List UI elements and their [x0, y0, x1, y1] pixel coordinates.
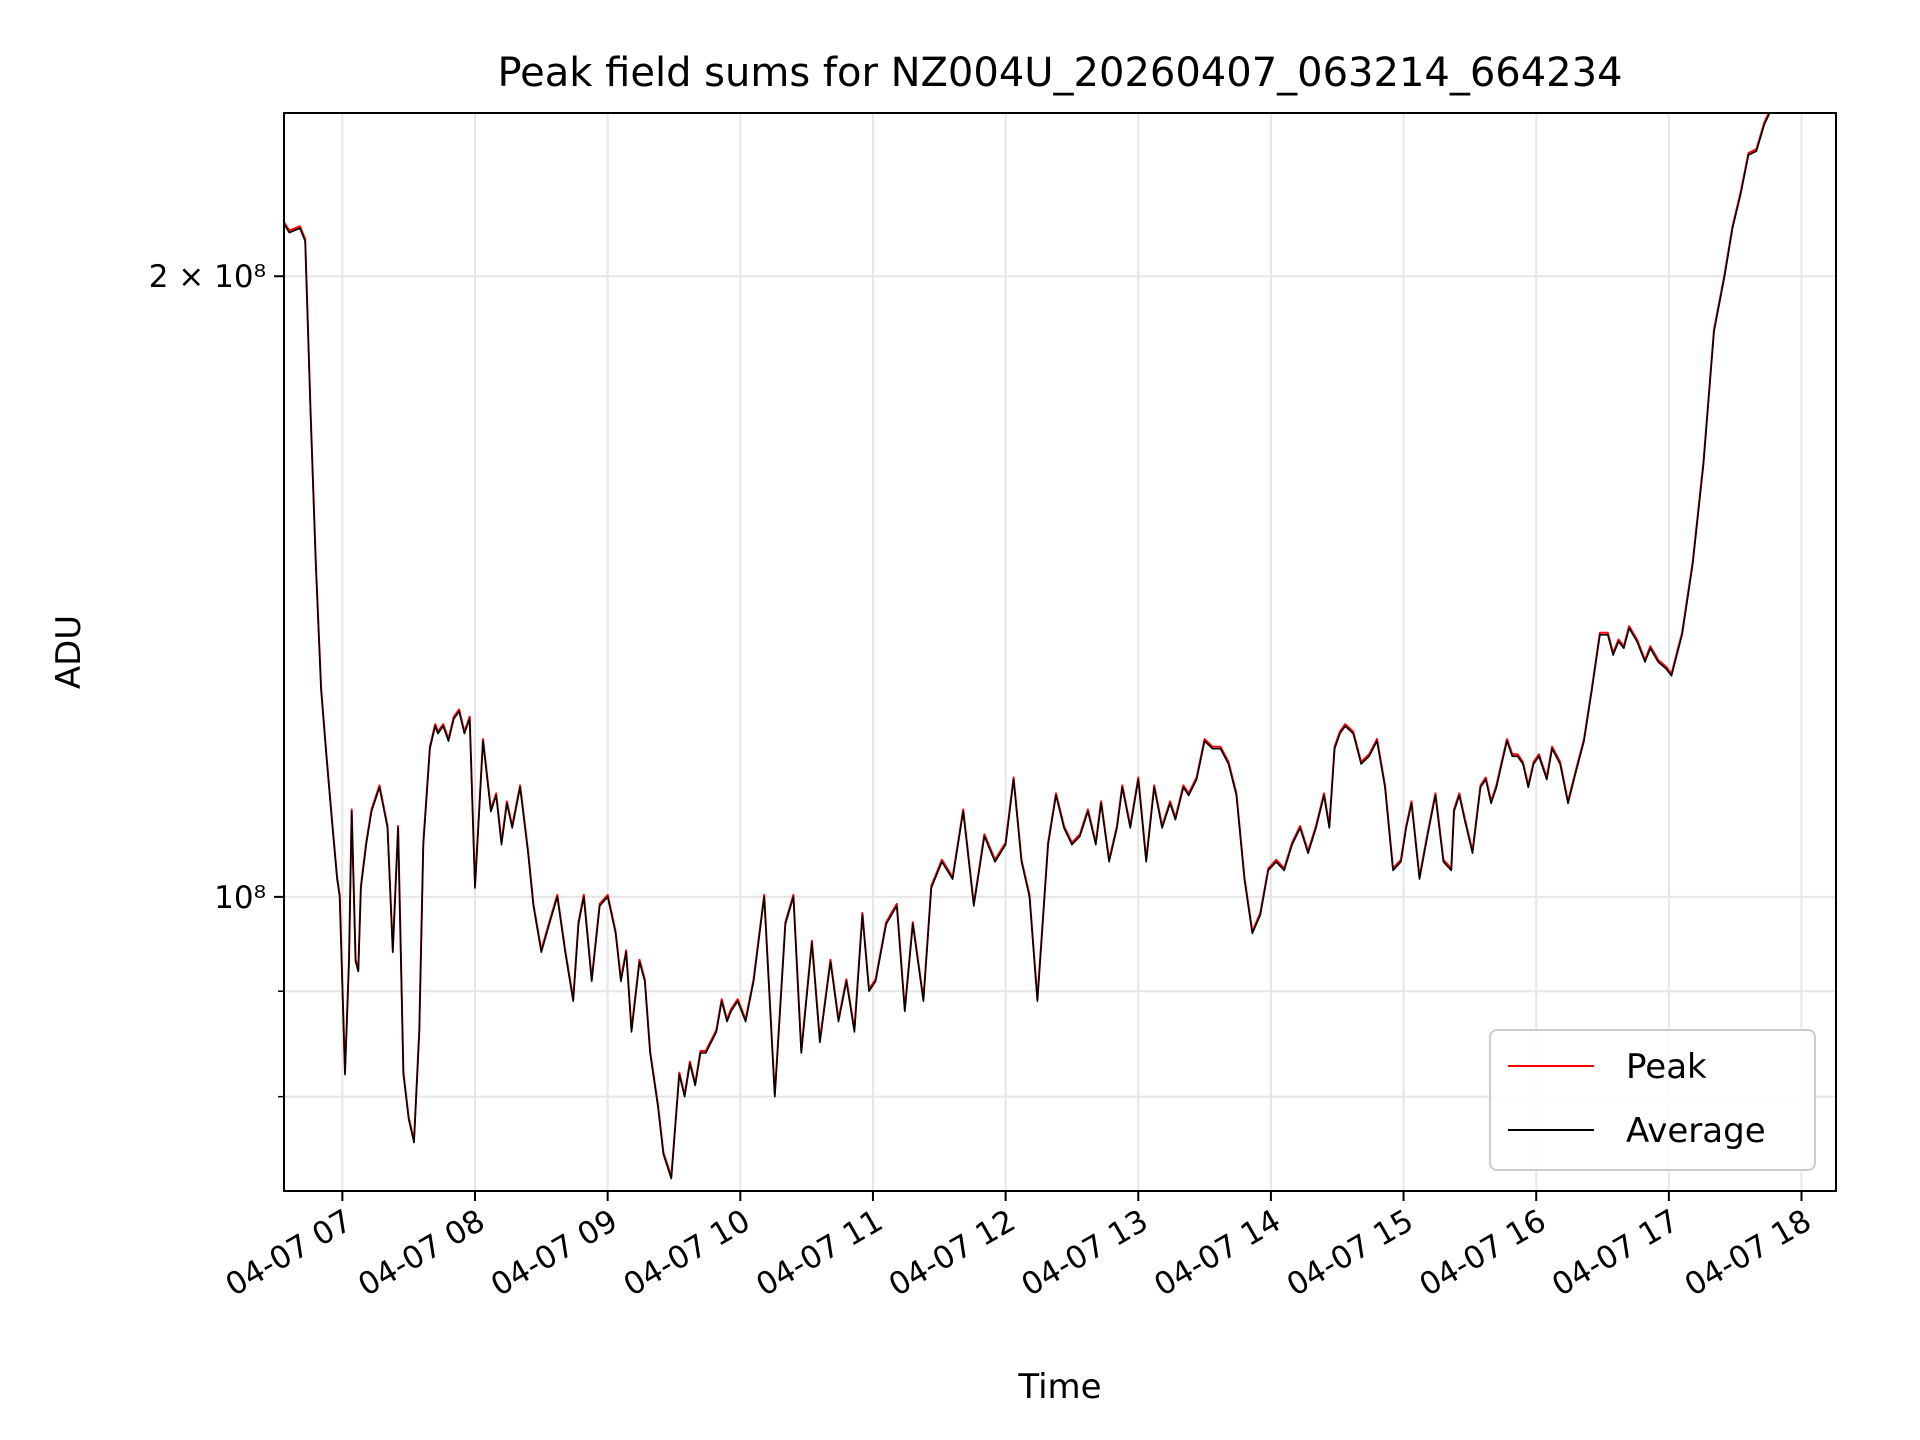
grid: [284, 113, 1836, 1191]
chart-title: Peak field sums for NZ004U_20260407_0632…: [497, 50, 1622, 96]
legend-peak-label: Peak: [1626, 1047, 1707, 1087]
y-axis: 10⁸ 2 × 10⁸: [149, 259, 284, 1098]
x-axis-label: Time: [1017, 1367, 1101, 1407]
legend-average-label: Average: [1626, 1111, 1766, 1151]
legend: Peak Average: [1489, 1029, 1816, 1171]
plot-frame: [283, 112, 1837, 1192]
y-tick-label: 10⁸: [214, 880, 266, 916]
series-line-average: [284, 113, 1771, 1180]
y-axis-label: ADU: [49, 615, 89, 689]
series-layer: [284, 113, 1771, 1180]
y-tick-label: 2 × 10⁸: [149, 259, 266, 295]
